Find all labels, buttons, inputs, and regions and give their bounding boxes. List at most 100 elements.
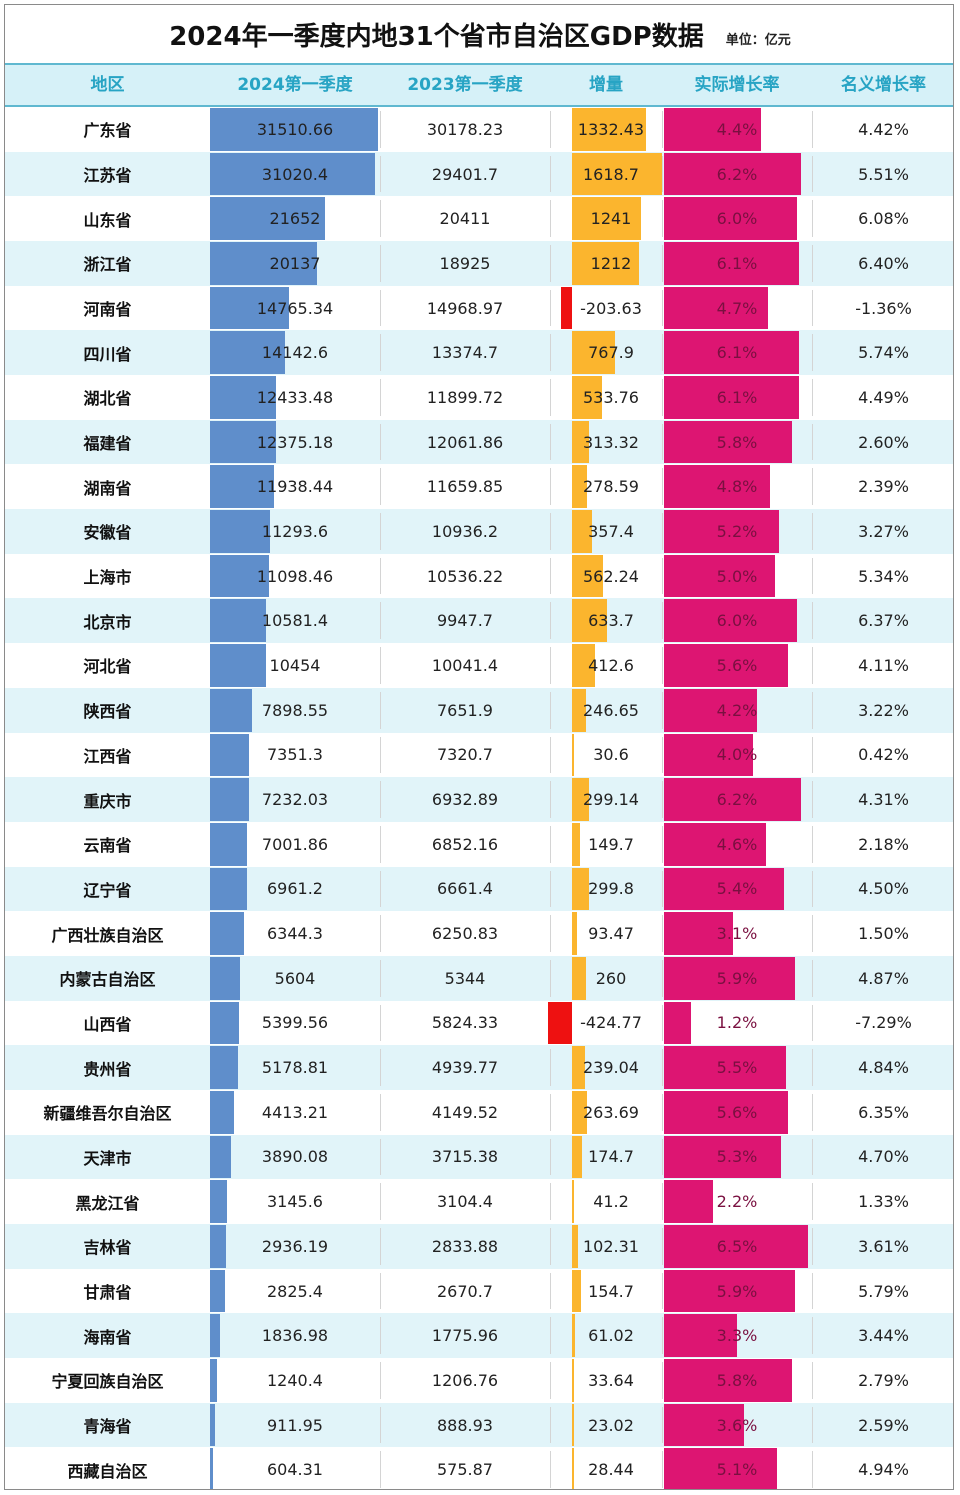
gdp-2024-value: 604.31 (267, 1460, 323, 1480)
increase-bar (560, 286, 572, 330)
column-divider (812, 647, 813, 684)
real-growth-value: 3.1% (716, 924, 758, 944)
column-divider (662, 557, 663, 595)
nominal-growth-value: -7.29% (855, 1013, 912, 1033)
column-divider (550, 1317, 551, 1355)
increase-value: 246.65 (583, 700, 639, 720)
nominal-growth-value: 5.74% (858, 343, 909, 363)
gdp-2023-value: 7320.7 (437, 745, 493, 765)
column-divider (662, 513, 663, 550)
increase-value: 260 (595, 968, 627, 988)
column-divider (380, 468, 381, 506)
real-growth-bar (664, 1403, 744, 1447)
table-row: 北京市 10581.4 9947.7 633.7 6.0% 6.37% (5, 598, 953, 644)
column-divider (380, 1004, 381, 1042)
column-divider (380, 915, 381, 952)
increase-bar (572, 778, 589, 821)
column-divider (380, 155, 381, 193)
nominal-growth-value: 4.42% (858, 119, 909, 139)
column-divider (662, 1451, 663, 1489)
increase-value: 30.6 (593, 745, 629, 765)
nominal-growth-value: 1.33% (858, 1192, 909, 1212)
increase-bar (572, 1359, 574, 1402)
real-growth-value: 5.6% (716, 1102, 758, 1122)
column-divider (380, 111, 381, 148)
increase-bar (572, 1314, 576, 1358)
region-name: 河北省 (83, 657, 132, 677)
table-row: 河南省 14765.34 14968.97 -203.63 4.7% -1.36% (5, 286, 953, 331)
real-growth-value: 6.1% (716, 253, 758, 273)
gdp-2024-bar (210, 1001, 239, 1045)
increase-bar (572, 912, 578, 955)
gdp-2024-value: 1240.4 (267, 1370, 323, 1390)
increase-value: 239.04 (583, 1058, 639, 1078)
real-growth-bar (664, 1001, 691, 1045)
real-growth-bar (664, 1314, 738, 1358)
table-row: 青海省 911.95 888.93 23.02 3.6% 2.59% (5, 1402, 953, 1448)
nominal-growth-value: 4.84% (858, 1058, 909, 1078)
gdp-2024-value: 5604 (274, 968, 316, 988)
gdp-2024-bar (210, 108, 378, 151)
column-divider (662, 959, 663, 997)
table-row: 内蒙古自治区 5604 5344 260 5.9% 4.87% (5, 955, 953, 1001)
column-divider (662, 1317, 663, 1355)
column-divider (550, 468, 551, 506)
gdp-2024-bar (210, 822, 248, 866)
region-name: 贵州省 (83, 1059, 132, 1079)
increase-bar (572, 197, 641, 241)
increase-value: 149.7 (588, 834, 634, 854)
real-growth-value: 4.7% (716, 298, 758, 318)
gdp-2024-bar (210, 1225, 226, 1268)
region-name: 福建省 (83, 434, 132, 454)
increase-value: 299.14 (583, 790, 639, 810)
nominal-growth-value: 1.50% (858, 924, 909, 944)
real-growth-value: 5.0% (716, 566, 758, 586)
column-divider (550, 1406, 551, 1444)
column-divider (380, 825, 381, 863)
column-divider (662, 825, 663, 863)
gdp-2024-value: 11098.46 (256, 566, 334, 586)
table-row: 吉林省 2936.19 2833.88 102.31 6.5% 3.61% (5, 1224, 953, 1269)
gdp-2024-value: 7351.3 (267, 745, 323, 765)
column-divider (662, 1004, 663, 1042)
column-divider (550, 289, 551, 327)
table-row: 江苏省 31020.4 29401.7 1618.7 6.2% 5.51% (5, 151, 953, 197)
increase-bar (572, 1403, 574, 1447)
table-row: 辽宁省 6961.2 6661.4 299.8 5.4% 4.50% (5, 866, 953, 912)
real-growth-bar (664, 778, 802, 821)
header-gdp-2023: 2023第一季度 (407, 75, 523, 95)
increase-value: 174.7 (588, 1147, 634, 1167)
real-growth-bar (664, 465, 771, 509)
region-name: 广西壮族自治区 (51, 925, 164, 945)
real-growth-bar (664, 1269, 795, 1313)
gdp-2024-bar (210, 733, 250, 777)
increase-value: 263.69 (583, 1102, 639, 1122)
real-growth-bar (664, 1180, 713, 1223)
gdp-2023-value: 4149.52 (431, 1102, 499, 1122)
real-growth-bar (664, 956, 795, 1000)
gdp-2024-bar (210, 1269, 226, 1313)
gdp-2024-bar (210, 554, 270, 598)
real-growth-value: 5.2% (716, 521, 758, 541)
column-divider (380, 691, 381, 729)
table-row: 河北省 10454 10041.4 412.6 5.6% 4.11% (5, 643, 953, 688)
table-row: 海南省 1836.98 1775.96 61.02 3.3% 3.44% (5, 1313, 953, 1359)
column-divider (662, 915, 663, 952)
real-growth-bar (664, 376, 800, 419)
real-growth-value: 6.2% (716, 790, 758, 810)
real-growth-bar (664, 286, 769, 330)
title-row: 2024年一季度内地31个省市自治区GDP数据 单位：亿元 (5, 5, 953, 63)
region-name: 广东省 (83, 121, 132, 141)
gdp-2024-bar (210, 1180, 227, 1223)
gdp-2024-value: 31510.66 (256, 119, 334, 139)
column-divider (380, 602, 381, 640)
column-divider (380, 736, 381, 774)
region-name: 江西省 (83, 746, 132, 766)
column-divider (550, 334, 551, 372)
column-divider (812, 245, 813, 282)
gdp-2024-bar (210, 1403, 215, 1447)
column-divider (812, 915, 813, 952)
column-divider (662, 245, 663, 282)
gdp-2024-value: 31020.4 (261, 164, 329, 184)
real-growth-bar (664, 644, 789, 687)
